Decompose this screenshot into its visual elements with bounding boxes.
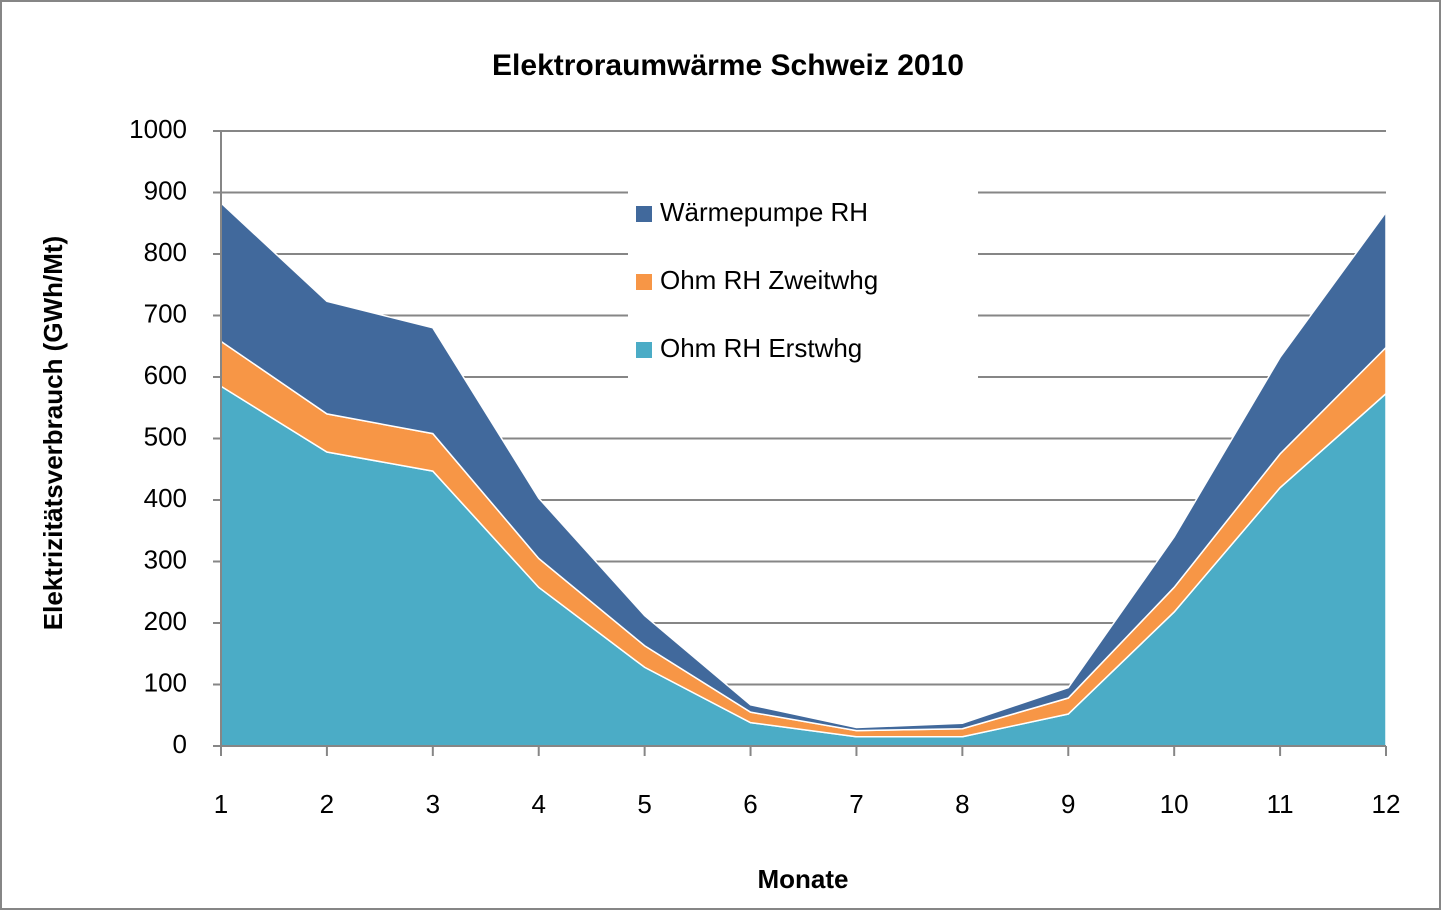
y-tick-label: 400 <box>144 483 187 513</box>
y-tick-label: 200 <box>144 606 187 636</box>
legend-label: Ohm RH Erstwhg <box>660 333 862 363</box>
y-tick-label: 300 <box>144 544 187 574</box>
y-tick-label: 500 <box>144 421 187 451</box>
legend-box <box>628 186 978 378</box>
legend-label: Wärmepumpe RH <box>660 197 868 227</box>
x-tick-label: 11 <box>1267 789 1294 819</box>
y-tick-label: 600 <box>144 360 187 390</box>
legend-swatch <box>636 274 652 290</box>
x-tick-label: 9 <box>1061 789 1075 819</box>
x-tick-label: 2 <box>320 789 334 819</box>
x-axis-label: Monate <box>758 864 849 894</box>
x-tick-label: 4 <box>531 789 545 819</box>
y-axis-label: Elektrizitätsverbrauch (GWh/Mt) <box>38 236 68 630</box>
x-tick-label: 8 <box>955 789 969 819</box>
y-tick-label: 700 <box>144 298 187 328</box>
y-tick-label: 0 <box>173 729 187 759</box>
y-tick-label: 800 <box>144 237 187 267</box>
legend-swatch <box>636 342 652 358</box>
x-tick-label: 10 <box>1160 789 1189 819</box>
x-tick-label: 3 <box>426 789 440 819</box>
x-tick-label: 1 <box>214 789 228 819</box>
y-tick-label: 1000 <box>129 114 187 144</box>
x-tick-label: 6 <box>743 789 757 819</box>
legend-swatch <box>636 206 652 222</box>
y-tick-label: 900 <box>144 175 187 205</box>
x-tick-label: 7 <box>849 789 863 819</box>
y-tick-label: 100 <box>144 667 187 697</box>
legend-label: Ohm RH Zweitwhg <box>660 265 878 295</box>
x-tick-label: 12 <box>1372 789 1401 819</box>
x-tick-label: 5 <box>637 789 651 819</box>
area <box>220 201 1387 732</box>
chart-title: Elektroraumwärme Schweiz 2010 <box>492 49 964 82</box>
